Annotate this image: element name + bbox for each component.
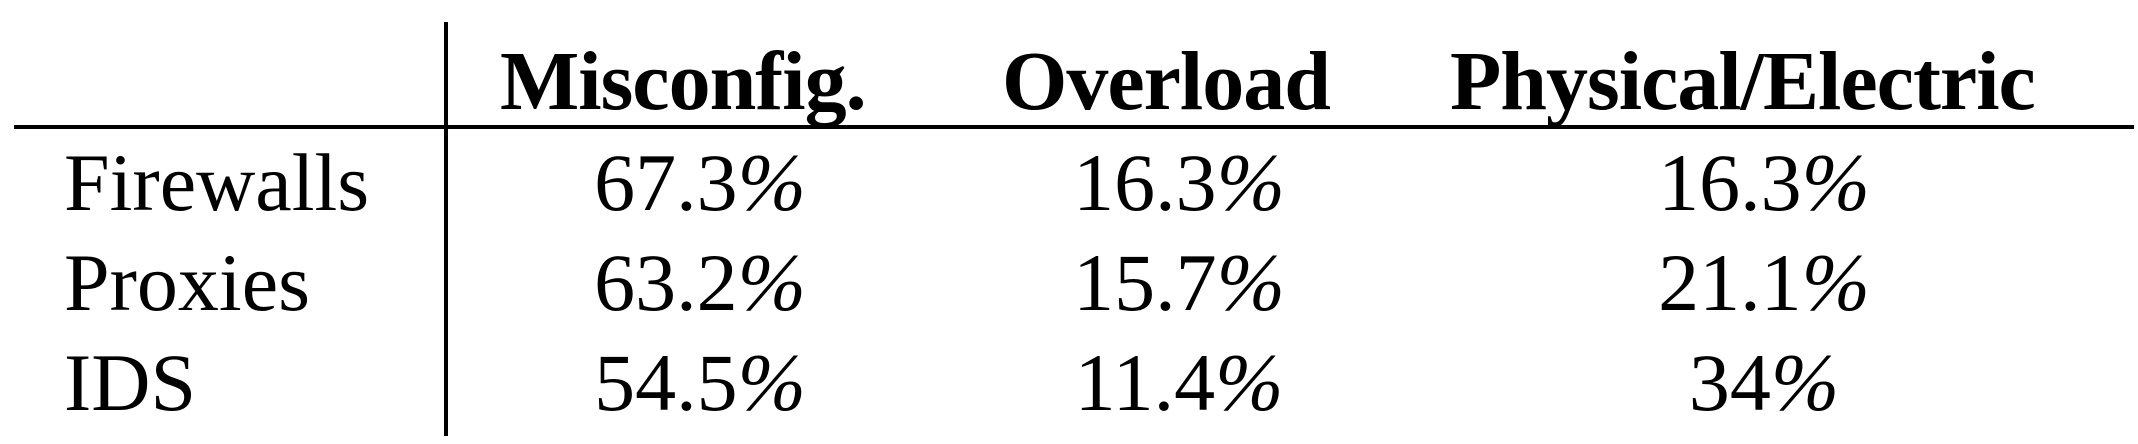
table-cell: 67.3%: [594, 137, 806, 228]
vertical-divider: [444, 22, 448, 436]
column-header-physical-electric: Physical/Electric: [1450, 35, 2036, 128]
table-cell: 54.5%: [594, 337, 806, 428]
header-divider: [14, 125, 2134, 129]
table-cell: 16.3%: [1073, 137, 1285, 228]
table-cell: 11.4%: [1074, 337, 1284, 428]
table-cell: 63.2%: [594, 237, 806, 328]
table-cell: 15.7%: [1073, 237, 1285, 328]
row-label-proxies: Proxies: [64, 237, 310, 328]
table-cell: 21.1%: [1658, 237, 1870, 328]
table-cell: 16.3%: [1658, 137, 1870, 228]
column-header-overload: Overload: [1002, 35, 1331, 128]
row-label-firewalls: Firewalls: [64, 137, 370, 228]
row-label-ids: IDS: [64, 337, 197, 428]
column-header-misconfig: Misconfig.: [500, 35, 867, 128]
table-cell: 34%: [1688, 337, 1840, 428]
failure-causes-table: Misconfig. Overload Physical/Electric Fi…: [14, 20, 2134, 440]
